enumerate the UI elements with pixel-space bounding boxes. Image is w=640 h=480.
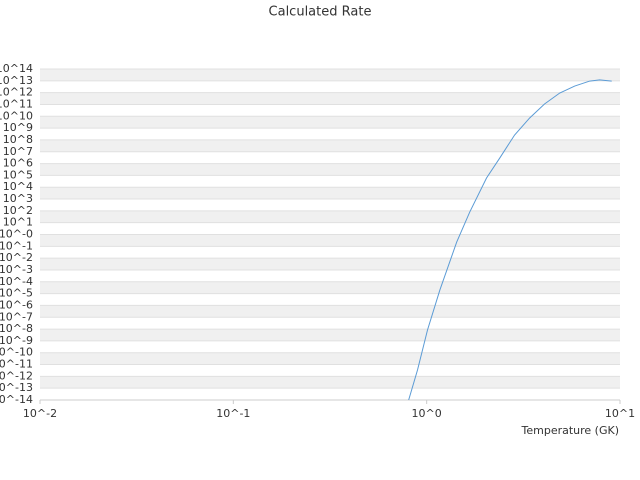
y-tick-label: 10^-6	[0, 298, 33, 311]
y-tick-label: 10^8	[3, 133, 33, 146]
y-tick-label: 10^14	[0, 62, 33, 75]
y-tick-label: 10^-3	[0, 263, 33, 276]
y-tick-label: 10^-5	[0, 287, 33, 300]
y-tick-label: 10^3	[3, 192, 33, 205]
y-tick-label: 10^-4	[0, 275, 33, 288]
y-tick-label: 10^-11	[0, 358, 33, 371]
y-tick-label: 10^13	[0, 74, 33, 87]
grid-band	[40, 163, 620, 176]
y-tick-label: 10^-14	[0, 393, 33, 406]
grid-band	[40, 281, 620, 294]
grid-band	[40, 305, 620, 318]
grid-band	[40, 92, 620, 105]
y-tick-label: 10^-0	[0, 228, 33, 241]
x-tick-label: 10^0	[412, 407, 442, 420]
y-tick-label: 10^4	[3, 180, 33, 193]
y-tick-label: 10^-8	[0, 322, 33, 335]
grid-band	[40, 69, 620, 81]
grid-band	[40, 376, 620, 389]
y-tick-label: 10^-1	[0, 239, 33, 252]
y-tick-label: 10^9	[3, 121, 33, 134]
x-tick-label: 10^-2	[23, 407, 57, 420]
y-tick-label: 10^12	[0, 86, 33, 99]
grid-band	[40, 139, 620, 152]
y-tick-label: 10^-10	[0, 346, 33, 359]
grid-band	[40, 258, 620, 270]
y-tick-label: 10^2	[3, 204, 33, 217]
data-line	[408, 79, 612, 401]
y-tick-label: 10^-12	[0, 369, 33, 382]
x-axis-label: Temperature (GK)	[521, 424, 620, 437]
y-tick-label: 10^-13	[0, 381, 33, 394]
grid-band	[40, 116, 620, 129]
y-tick-label: 10^7	[3, 145, 33, 158]
x-tick-label: 10^-1	[216, 407, 250, 420]
grid-band	[40, 352, 620, 365]
y-tick-label: 10^11	[0, 97, 33, 110]
grid-band	[40, 187, 620, 200]
y-tick-label: 10^-9	[0, 334, 33, 347]
grid-band	[40, 210, 620, 223]
x-tick-label: 10^1	[605, 407, 635, 420]
y-tick-label: 10^10	[0, 109, 33, 122]
grid-band	[40, 234, 620, 247]
grid-band	[40, 329, 620, 341]
y-tick-label: 10^6	[3, 157, 33, 170]
y-tick-label: 10^5	[3, 168, 33, 181]
y-tick-label: 10^-2	[0, 251, 33, 264]
y-tick-label: 10^1	[3, 216, 33, 229]
y-tick-label: 10^-7	[0, 310, 33, 323]
chart-title: Calculated Rate	[269, 5, 372, 20]
